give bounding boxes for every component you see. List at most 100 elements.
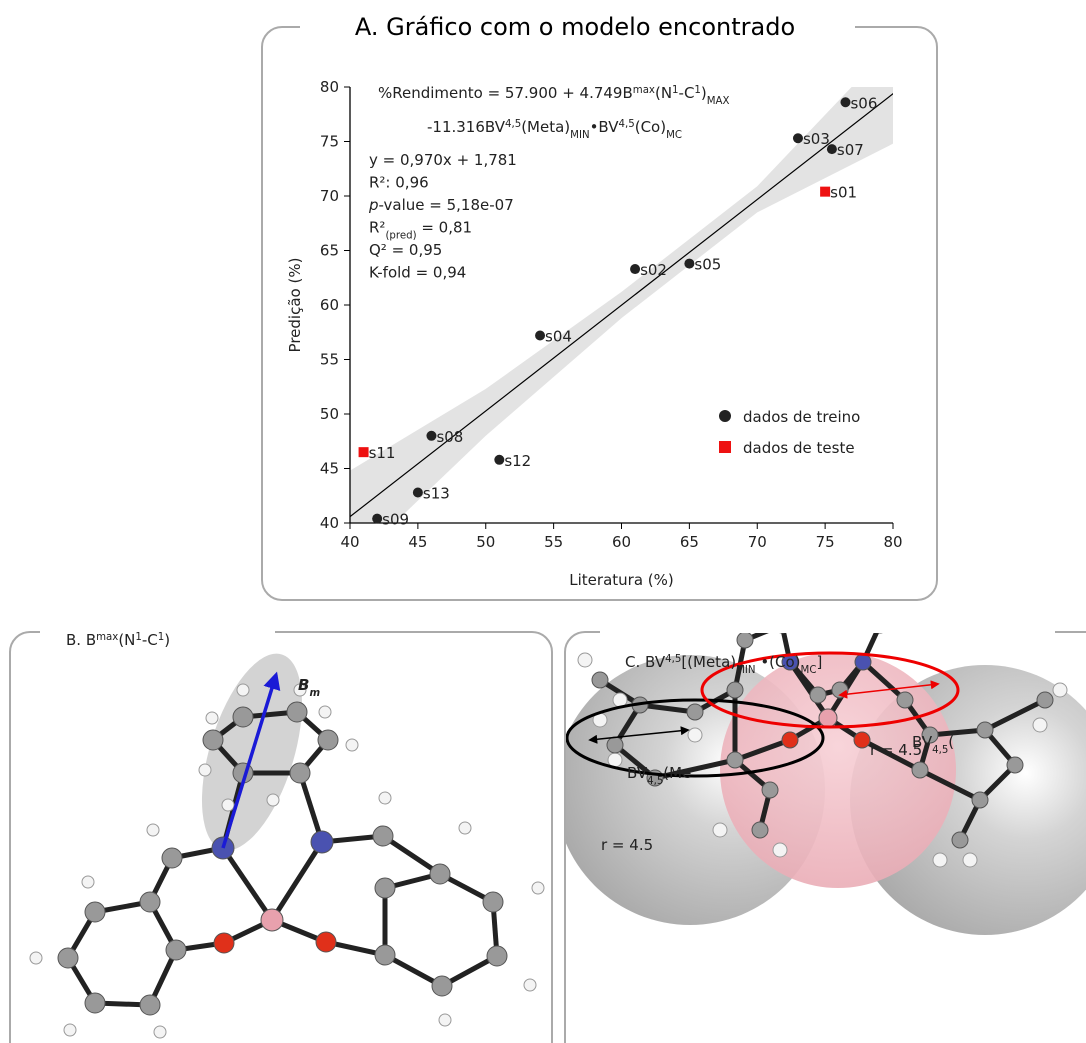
point-label: s11 bbox=[369, 444, 396, 462]
text-run: 4,5 bbox=[647, 776, 663, 787]
title-bg bbox=[300, 5, 855, 45]
radius-ellipse bbox=[566, 698, 825, 778]
text-run: R²: 0,96 bbox=[369, 174, 429, 192]
atom bbox=[289, 762, 311, 784]
hydrogen bbox=[577, 652, 593, 668]
chart-title: A. Gráfico com o modelo encontrado bbox=[355, 13, 795, 41]
x-tick-label: 50 bbox=[476, 533, 495, 551]
point-label: s05 bbox=[694, 256, 721, 274]
legend-label: dados de treino bbox=[743, 408, 860, 426]
panel-title: C. BV4,5[(Meta)MIN •(Co)MC] bbox=[625, 653, 822, 676]
hydrogen bbox=[378, 791, 392, 805]
hydrogen bbox=[873, 573, 887, 587]
text-run: 4,5 bbox=[619, 119, 635, 130]
text-run: 1 bbox=[694, 85, 700, 96]
text-run: ) bbox=[164, 631, 170, 649]
bond bbox=[812, 602, 850, 603]
radius-label: r = 4.5 bbox=[601, 836, 653, 854]
data-point bbox=[684, 258, 695, 269]
atom bbox=[781, 731, 799, 749]
hydrogen bbox=[712, 822, 728, 838]
y-tick-label: 60 bbox=[320, 296, 339, 314]
hydrogen bbox=[772, 842, 788, 858]
hydrogen bbox=[318, 705, 332, 719]
x-tick-label: 55 bbox=[544, 533, 563, 551]
bond bbox=[220, 846, 275, 922]
y-tick-label: 40 bbox=[320, 514, 339, 532]
hydrogen bbox=[523, 978, 537, 992]
atom bbox=[84, 992, 106, 1014]
panel-title: B. Bmax(N1-C1) bbox=[66, 631, 170, 649]
atom bbox=[976, 721, 994, 739]
hydrogen bbox=[1032, 717, 1048, 733]
data-point bbox=[358, 447, 369, 458]
atom bbox=[853, 731, 871, 749]
point-label: s07 bbox=[837, 141, 864, 159]
text-run: Q² = 0,95 bbox=[369, 241, 442, 259]
legend-marker bbox=[719, 410, 731, 422]
legend-label: dados de teste bbox=[743, 439, 855, 457]
y-tick-label: 75 bbox=[320, 133, 339, 151]
data-point bbox=[372, 513, 383, 524]
atom bbox=[139, 994, 161, 1016]
text-run: B bbox=[298, 676, 309, 694]
atom bbox=[317, 729, 339, 751]
text-run: max bbox=[633, 85, 655, 96]
hydrogen bbox=[458, 821, 472, 835]
hydrogen bbox=[932, 852, 948, 868]
radius-arrow bbox=[588, 726, 690, 744]
text-run: R² bbox=[369, 219, 385, 237]
atom bbox=[372, 825, 394, 847]
plot-area bbox=[350, 87, 893, 523]
panel-frame bbox=[9, 631, 553, 1043]
hydrogen bbox=[266, 793, 280, 807]
atom bbox=[165, 939, 187, 961]
atom bbox=[877, 590, 893, 606]
hydrogen bbox=[198, 763, 212, 777]
atom bbox=[971, 791, 989, 809]
text-run: BV bbox=[627, 764, 648, 782]
stat-line: p-value = 5,18e-07 bbox=[368, 196, 514, 214]
y-tick-label: 65 bbox=[320, 242, 339, 260]
atom bbox=[260, 908, 284, 932]
hydrogen bbox=[146, 823, 160, 837]
data-point bbox=[535, 330, 546, 341]
text-run: p bbox=[368, 196, 379, 214]
text-run: max bbox=[96, 632, 118, 643]
text-run: -C bbox=[142, 631, 158, 649]
hydrogen bbox=[687, 727, 703, 743]
atom bbox=[854, 653, 872, 671]
hydrogen bbox=[531, 881, 545, 895]
bond bbox=[860, 737, 922, 773]
atom bbox=[57, 947, 79, 969]
equation: %Rendimento = 57.900 + 4.749Bmax(N1-C1)M… bbox=[378, 84, 730, 107]
vector-label: Bm bbox=[298, 676, 320, 699]
atom bbox=[202, 729, 224, 751]
atom bbox=[804, 594, 820, 610]
bond bbox=[381, 833, 442, 877]
x-tick-label: 45 bbox=[408, 533, 427, 551]
text-run: K-fold = 0,94 bbox=[369, 264, 466, 282]
text-run: •(Co) bbox=[756, 653, 801, 671]
bond bbox=[918, 767, 982, 803]
radius-arrow bbox=[838, 680, 940, 699]
data-point bbox=[820, 186, 831, 197]
bond bbox=[929, 727, 986, 738]
atom bbox=[726, 751, 744, 769]
hydrogen bbox=[205, 711, 219, 725]
text-run: %Rendimento = 57.900 + 4.749B bbox=[378, 84, 633, 102]
x-axis-label: Literatura (%) bbox=[569, 571, 673, 589]
point-label: s03 bbox=[803, 130, 830, 148]
text-run: 4,5 bbox=[932, 745, 948, 756]
atom bbox=[831, 681, 849, 699]
bond bbox=[269, 840, 325, 922]
atom bbox=[736, 633, 754, 649]
atom bbox=[921, 726, 939, 744]
atom bbox=[1036, 691, 1054, 709]
title-bg bbox=[40, 610, 275, 655]
data-point bbox=[840, 97, 851, 108]
molecule-b: Bm bbox=[29, 653, 545, 1039]
text-run: 4,5 bbox=[505, 119, 521, 130]
y-tick-label: 80 bbox=[320, 78, 339, 96]
text-run: C. BV bbox=[625, 653, 666, 671]
